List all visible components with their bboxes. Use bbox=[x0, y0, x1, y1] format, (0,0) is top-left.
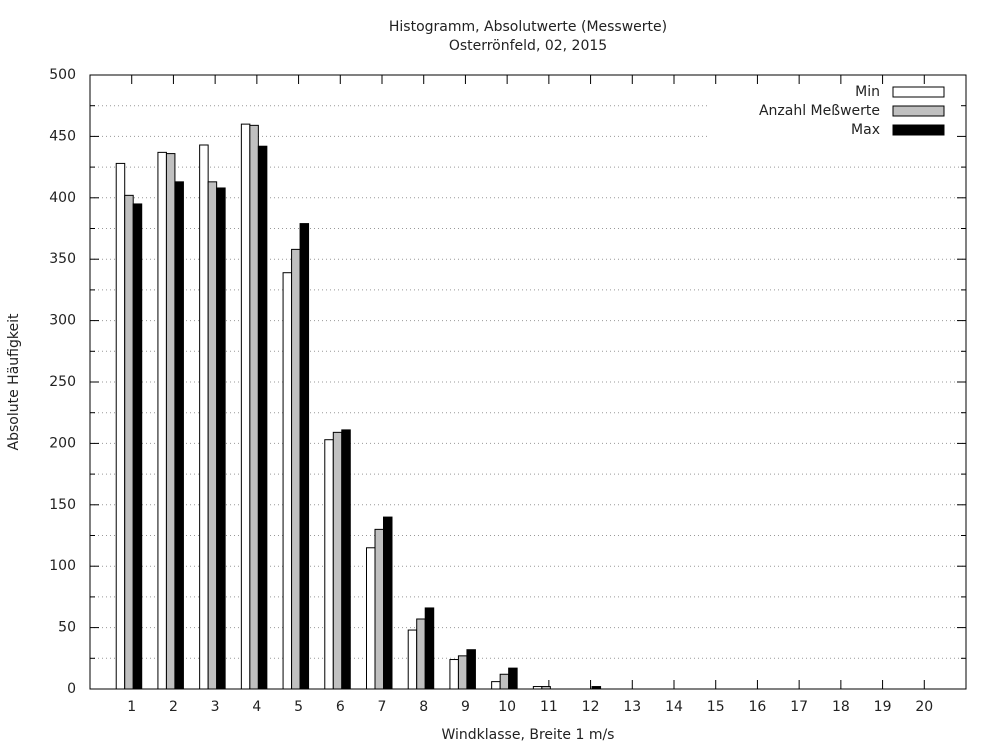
chart-title: Histogramm, Absolutwerte (Messwerte) bbox=[389, 19, 667, 35]
legend-label: Max bbox=[851, 122, 880, 138]
x-tick-label: 3 bbox=[211, 699, 220, 715]
x-tick-label: 5 bbox=[294, 699, 303, 715]
x-tick-label: 2 bbox=[169, 699, 178, 715]
chart-subtitle: Osterrönfeld, 02, 2015 bbox=[449, 38, 607, 54]
x-tick-label: 10 bbox=[498, 699, 516, 715]
x-tick-label: 8 bbox=[419, 699, 428, 715]
legend-swatch bbox=[892, 86, 945, 98]
x-tick-label: 16 bbox=[749, 699, 767, 715]
y-tick-label: 350 bbox=[49, 251, 76, 267]
bar bbox=[165, 153, 176, 690]
x-tick-label: 11 bbox=[540, 699, 558, 715]
bar bbox=[257, 145, 268, 690]
bar bbox=[174, 181, 184, 690]
y-tick-label: 450 bbox=[49, 128, 76, 144]
bar bbox=[457, 655, 468, 690]
bar bbox=[332, 431, 343, 690]
y-tick-label: 150 bbox=[49, 497, 76, 513]
bar bbox=[240, 123, 251, 690]
legend-swatch bbox=[892, 124, 945, 136]
bar bbox=[324, 439, 334, 690]
y-tick-label: 200 bbox=[49, 435, 76, 451]
x-axis-label: Windklasse, Breite 1 m/s bbox=[442, 727, 615, 743]
y-tick-label: 500 bbox=[49, 67, 76, 83]
y-tick-label: 50 bbox=[58, 620, 76, 636]
y-tick-label: 100 bbox=[49, 558, 76, 574]
x-tick-label: 20 bbox=[915, 699, 933, 715]
y-tick-label: 400 bbox=[49, 190, 76, 206]
x-tick-label: 12 bbox=[582, 699, 600, 715]
bar bbox=[424, 607, 435, 690]
x-tick-label: 18 bbox=[832, 699, 850, 715]
bar bbox=[282, 272, 293, 690]
bar bbox=[407, 629, 418, 690]
legend-label: Min bbox=[855, 84, 880, 100]
bar bbox=[115, 162, 126, 690]
bar bbox=[541, 686, 551, 690]
bar bbox=[508, 667, 518, 690]
x-tick-label: 9 bbox=[461, 699, 470, 715]
x-tick-label: 13 bbox=[623, 699, 641, 715]
bar bbox=[466, 649, 476, 690]
y-tick-label: 0 bbox=[67, 681, 76, 697]
bar bbox=[532, 686, 543, 690]
bar bbox=[299, 223, 310, 690]
x-tick-label: 1 bbox=[127, 699, 136, 715]
x-tick-label: 15 bbox=[707, 699, 725, 715]
bar bbox=[207, 181, 218, 690]
y-tick-label: 250 bbox=[49, 374, 76, 390]
plot-frame bbox=[89, 74, 967, 690]
legend-swatch bbox=[892, 105, 945, 117]
legend-label: Anzahl Meßwerte bbox=[759, 103, 880, 119]
bar bbox=[374, 528, 384, 690]
bar bbox=[132, 203, 143, 690]
bar bbox=[157, 151, 167, 690]
y-tick-label: 300 bbox=[49, 313, 76, 329]
x-tick-label: 14 bbox=[665, 699, 683, 715]
bar bbox=[199, 144, 209, 690]
bar bbox=[291, 248, 301, 690]
bar bbox=[124, 194, 134, 690]
bar bbox=[383, 516, 393, 690]
bar bbox=[366, 547, 376, 690]
bar bbox=[499, 673, 510, 690]
x-tick-label: 7 bbox=[378, 699, 387, 715]
x-tick-label: 4 bbox=[252, 699, 261, 715]
bar bbox=[216, 187, 226, 690]
bar bbox=[416, 618, 426, 690]
x-tick-label: 19 bbox=[874, 699, 892, 715]
bar bbox=[249, 124, 259, 690]
bar bbox=[341, 429, 351, 690]
bar bbox=[449, 659, 459, 690]
x-tick-label: 17 bbox=[790, 699, 808, 715]
x-tick-label: 6 bbox=[336, 699, 345, 715]
y-axis-label: Absolute Häufigkeit bbox=[6, 313, 22, 450]
bar bbox=[591, 686, 602, 690]
bar bbox=[491, 681, 501, 690]
